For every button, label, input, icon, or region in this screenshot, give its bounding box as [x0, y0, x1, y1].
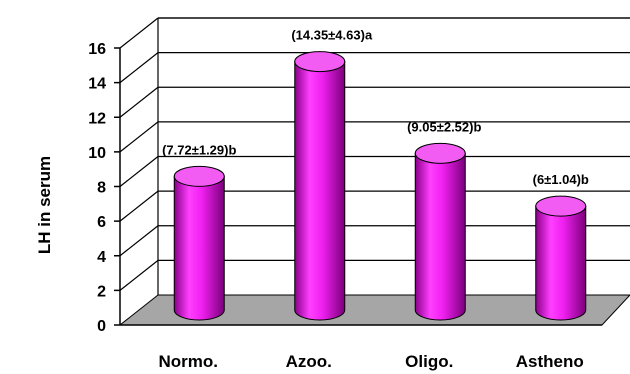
x-tick-label: Astheno: [516, 352, 584, 371]
bar-astheno: [535, 195, 587, 321]
y-tick-label: 6: [97, 214, 106, 231]
gridline-side: [119, 17, 159, 49]
bar-top: [173, 165, 225, 187]
x-tick-label: Oligo.: [405, 352, 453, 371]
bar-body: [414, 152, 466, 321]
gridline-side: [119, 86, 159, 118]
gridline-side: [119, 121, 159, 153]
gridline-side: [119, 225, 159, 257]
axis-layer: 0 2 4 6 8 10 12 14 16: [88, 41, 602, 335]
gridline-side: [119, 156, 159, 187]
bar-top: [294, 51, 346, 73]
data-label: (9.05±2.52)b: [407, 119, 481, 134]
y-tick-label: 16: [88, 41, 106, 58]
labels-layer: (7.72±1.29)b Normo. (14.35±4.63)a Azoo. (9.0…: [159, 28, 589, 371]
bar-body: [294, 61, 346, 321]
data-label: (7.72±1.29)b: [162, 142, 236, 157]
y-tick-label: 4: [97, 249, 106, 266]
bar-normo: [173, 165, 225, 321]
gridline-side: [119, 259, 159, 291]
gridline-side: [119, 190, 159, 222]
grid-layer: [119, 17, 630, 295]
data-label: (14.35±4.63)a: [291, 28, 373, 43]
x-tick-label: Azoo.: [286, 352, 332, 371]
gridline-side: [119, 52, 159, 84]
y-tick-label: 2: [97, 283, 106, 300]
data-label: (6±1.04)b: [533, 172, 589, 187]
bar-body: [173, 175, 225, 321]
y-tick-label: 10: [88, 145, 106, 162]
bar-top: [414, 142, 466, 164]
bar-azoo: [294, 51, 346, 321]
y-tick-label: 14: [88, 76, 106, 93]
bar-top: [535, 195, 587, 217]
y-tick-label: 0: [97, 318, 106, 335]
y-axis-label: LH in serum: [35, 156, 54, 254]
bar-oligo: [414, 142, 466, 321]
bars-layer: [173, 51, 587, 321]
bar-body: [535, 205, 587, 321]
y-tick-label: 8: [97, 180, 106, 197]
x-tick-label: Normo.: [159, 352, 219, 371]
y-tick-label: 12: [88, 110, 106, 127]
